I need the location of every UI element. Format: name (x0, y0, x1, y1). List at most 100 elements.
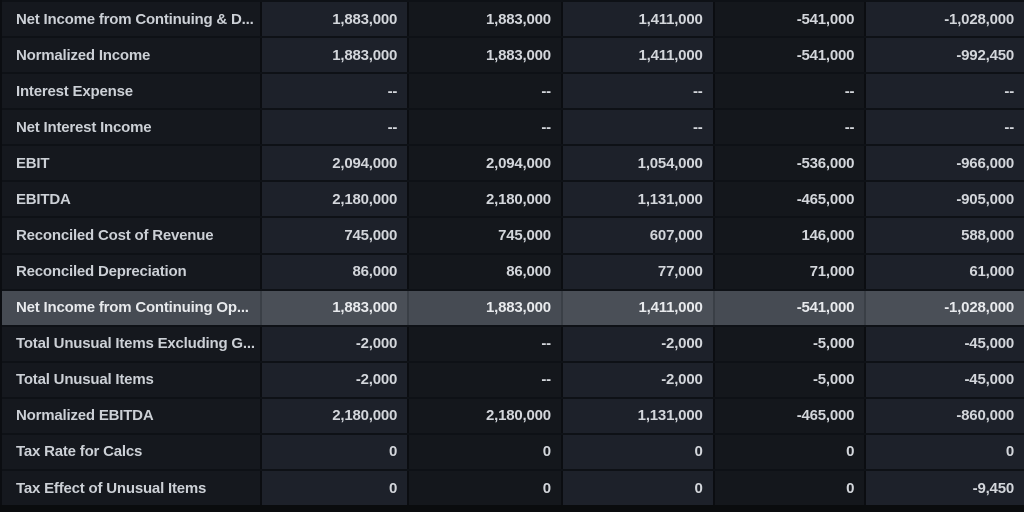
row-label-cell: Tax Rate for Calcs (2, 434, 263, 470)
value-cell: -1,028,000 (866, 2, 1024, 37)
value-cell: 1,411,000 (562, 38, 715, 73)
value-cell: -- (562, 110, 715, 145)
value-cell: 0 (714, 471, 867, 506)
bottom-gutter (0, 505, 1024, 512)
value-cell: 86,000 (262, 254, 410, 289)
value-cell: -2,000 (262, 326, 410, 361)
value-cell: -45,000 (866, 362, 1024, 397)
value-cell: 607,000 (562, 218, 715, 253)
value-cell: 745,000 (409, 218, 563, 253)
row-label-cell: Reconciled Depreciation (2, 254, 263, 289)
value-cell: 2,094,000 (262, 146, 410, 181)
value-cell: -905,000 (866, 182, 1024, 217)
row-label-cell: EBIT (2, 146, 263, 181)
value-cell: 1,883,000 (262, 2, 410, 37)
value-cell: 2,180,000 (409, 398, 563, 433)
value-cell: -860,000 (866, 398, 1024, 433)
row-label-cell: Interest Expense (2, 74, 263, 109)
value-cell: -- (409, 326, 563, 361)
value-cell: 1,883,000 (409, 2, 563, 37)
table-row[interactable]: Tax Effect of Unusual Items 0 0 0 0 -9,4… (2, 469, 1024, 506)
value-cell: -- (562, 74, 715, 109)
value-cell: 2,180,000 (262, 182, 410, 217)
table-row[interactable]: Net Income from Continuing & D... 1,883,… (2, 0, 1024, 37)
value-cell: -541,000 (714, 2, 867, 37)
value-cell: -- (714, 74, 867, 109)
value-cell: 0 (866, 434, 1024, 470)
value-cell: -2,000 (562, 362, 715, 397)
table-row[interactable]: Total Unusual Items -2,000 -- -2,000 -5,… (2, 360, 1024, 397)
value-cell: 0 (409, 471, 563, 506)
value-cell: -2,000 (562, 326, 715, 361)
row-label-cell: Total Unusual Items (2, 362, 263, 397)
value-cell: 86,000 (409, 254, 563, 289)
table-row[interactable]: EBITDA 2,180,000 2,180,000 1,131,000 -46… (2, 180, 1024, 217)
value-cell: -1,028,000 (866, 290, 1024, 325)
value-cell: -541,000 (714, 290, 867, 325)
table-row[interactable]: Net Interest Income -- -- -- -- -- (2, 108, 1024, 145)
row-label-cell: Normalized Income (2, 38, 263, 73)
value-cell: -- (409, 74, 563, 109)
value-cell: 2,094,000 (409, 146, 563, 181)
row-label-cell: Net Income from Continuing & D... (2, 2, 263, 37)
value-cell: 0 (262, 434, 410, 470)
value-cell: 71,000 (714, 254, 867, 289)
value-cell: -- (866, 110, 1024, 145)
row-label-cell: EBITDA (2, 182, 263, 217)
row-label-cell: Reconciled Cost of Revenue (2, 218, 263, 253)
value-cell: -9,450 (866, 471, 1024, 506)
value-cell: 77,000 (562, 254, 715, 289)
table-row[interactable]: Interest Expense -- -- -- -- -- (2, 72, 1024, 109)
row-label-cell: Total Unusual Items Excluding G... (2, 326, 263, 361)
value-cell: 0 (409, 434, 563, 470)
value-cell: -- (262, 74, 410, 109)
value-cell: 0 (562, 471, 715, 506)
value-cell: 2,180,000 (262, 398, 410, 433)
value-cell: 1,883,000 (262, 290, 410, 325)
table-row[interactable]: Normalized EBITDA 2,180,000 2,180,000 1,… (2, 396, 1024, 433)
value-cell: 745,000 (262, 218, 410, 253)
value-cell: -465,000 (714, 182, 867, 217)
value-cell: -45,000 (866, 326, 1024, 361)
value-cell: 2,180,000 (409, 182, 563, 217)
value-cell: 0 (562, 434, 715, 470)
value-cell: -- (714, 110, 867, 145)
value-cell: -541,000 (714, 38, 867, 73)
value-cell: 146,000 (714, 218, 867, 253)
value-cell: 1,411,000 (562, 2, 715, 37)
value-cell: -- (409, 362, 563, 397)
value-cell: -5,000 (714, 326, 867, 361)
value-cell: 0 (262, 471, 410, 506)
row-label-cell: Net Interest Income (2, 110, 263, 145)
value-cell: -992,450 (866, 38, 1024, 73)
value-cell: -5,000 (714, 362, 867, 397)
table-row[interactable]: EBIT 2,094,000 2,094,000 1,054,000 -536,… (2, 144, 1024, 181)
value-cell: 1,411,000 (562, 290, 715, 325)
value-cell: -- (262, 110, 410, 145)
row-label-cell: Tax Effect of Unusual Items (2, 471, 263, 506)
row-label-cell: Normalized EBITDA (2, 398, 263, 433)
table-row[interactable]: Reconciled Depreciation 86,000 86,000 77… (2, 252, 1024, 289)
value-cell: 1,054,000 (562, 146, 715, 181)
value-cell: -2,000 (262, 362, 410, 397)
value-cell: -- (409, 110, 563, 145)
table-row[interactable]: Tax Rate for Calcs 0 0 0 0 0 (2, 432, 1024, 470)
value-cell: 1,883,000 (262, 38, 410, 73)
value-cell: -- (866, 74, 1024, 109)
table-row[interactable]: Normalized Income 1,883,000 1,883,000 1,… (2, 36, 1024, 73)
table-row[interactable]: Net Income from Continuing Op... 1,883,0… (2, 288, 1024, 325)
value-cell: 1,131,000 (562, 182, 715, 217)
value-cell: 1,131,000 (562, 398, 715, 433)
value-cell: -536,000 (714, 146, 867, 181)
table-row[interactable]: Total Unusual Items Excluding G... -2,00… (2, 324, 1024, 361)
value-cell: 0 (714, 434, 867, 470)
value-cell: 61,000 (866, 254, 1024, 289)
value-cell: 1,883,000 (409, 290, 563, 325)
value-cell: 1,883,000 (409, 38, 563, 73)
value-cell: -465,000 (714, 398, 867, 433)
value-cell: -966,000 (866, 146, 1024, 181)
value-cell: 588,000 (866, 218, 1024, 253)
table-row[interactable]: Reconciled Cost of Revenue 745,000 745,0… (2, 216, 1024, 253)
row-label-cell: Net Income from Continuing Op... (2, 290, 263, 325)
